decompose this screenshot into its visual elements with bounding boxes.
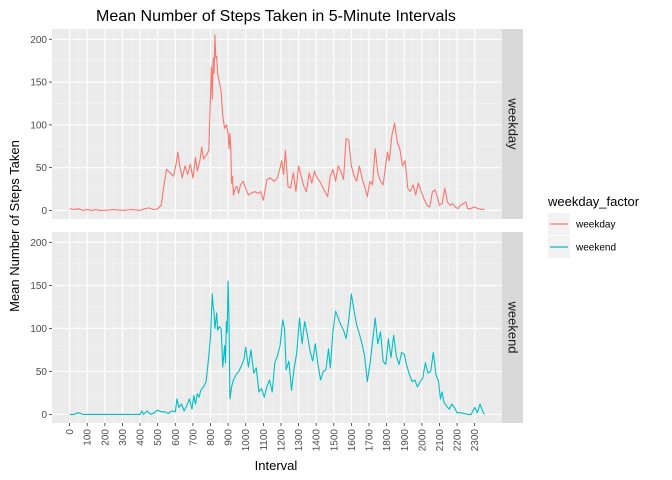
y-tick-label: 200 (30, 238, 47, 249)
x-tick-label: 1000 (241, 429, 252, 452)
x-tick-label: 1200 (276, 429, 287, 452)
x-tick-label: 1700 (365, 429, 376, 452)
x-tick-label: 2300 (470, 429, 481, 452)
y-tick-label: 50 (36, 367, 48, 378)
x-tick-label: 1800 (382, 429, 393, 452)
x-tick-label: 1400 (312, 429, 323, 452)
facet-strip (502, 232, 523, 423)
legend: weekday_factor weekday weekend (547, 194, 640, 258)
x-tick-label: 100 (83, 429, 94, 446)
y-tick-label: 150 (30, 78, 47, 89)
x-tick-label: 2200 (453, 429, 464, 452)
y-tick-label: 150 (30, 281, 47, 292)
legend-label-weekend: weekend (575, 243, 616, 254)
y-tick-label: 0 (41, 206, 47, 217)
y-tick-label: 100 (30, 324, 47, 335)
facet-strip-label: weekend (506, 300, 521, 353)
x-tick-label: 800 (206, 429, 217, 446)
x-tick-label: 2000 (417, 429, 428, 452)
y-tick-label: 50 (36, 163, 48, 174)
x-tick-label: 2100 (435, 429, 446, 452)
x-tick-label: 1300 (294, 429, 305, 452)
x-tick-label: 600 (171, 429, 182, 446)
y-tick-label: 0 (41, 410, 47, 421)
x-tick-label: 0 (65, 429, 76, 435)
facet-strip-label: weekday (506, 97, 521, 150)
chart-title: Mean Number of Steps Taken in 5-Minute I… (96, 8, 456, 25)
x-tick-label: 300 (118, 429, 129, 446)
facet-panel-weekend: 0 50 100 150 200 weekend (30, 232, 523, 423)
x-tick-label: 900 (224, 429, 235, 446)
x-tick-label: 500 (153, 429, 164, 446)
x-tick-label: 1900 (400, 429, 411, 452)
series-line-weekend (69, 280, 485, 415)
x-tick-label: 200 (100, 429, 111, 446)
x-tick-label: 1500 (329, 429, 340, 452)
facet-strip (502, 29, 523, 219)
facet-panel-weekday: 0 50 100 150 200 weekday (30, 29, 523, 219)
legend-label-weekday: weekday (575, 220, 615, 231)
x-tick-label: 1600 (347, 429, 358, 452)
y-axis-title: Mean Number of Steps Taken (7, 140, 22, 312)
y-tick-label: 200 (30, 35, 47, 46)
panel-background (52, 232, 502, 423)
legend-title: weekday_factor (547, 194, 640, 209)
facet-panels: 0 50 100 150 200 weekday 0 50 100 150 200 weekend (30, 29, 523, 423)
series-line-weekday (69, 34, 485, 211)
x-axis-title: Interval (255, 458, 298, 473)
x-axis: 0 100 200 300 400 500 600 700 800 900 1000 1100 1200… (65, 423, 481, 451)
y-tick-label: 100 (30, 120, 47, 131)
x-tick-label: 700 (188, 429, 199, 446)
x-tick-label: 400 (136, 429, 147, 446)
x-tick-label: 1100 (259, 429, 270, 451)
